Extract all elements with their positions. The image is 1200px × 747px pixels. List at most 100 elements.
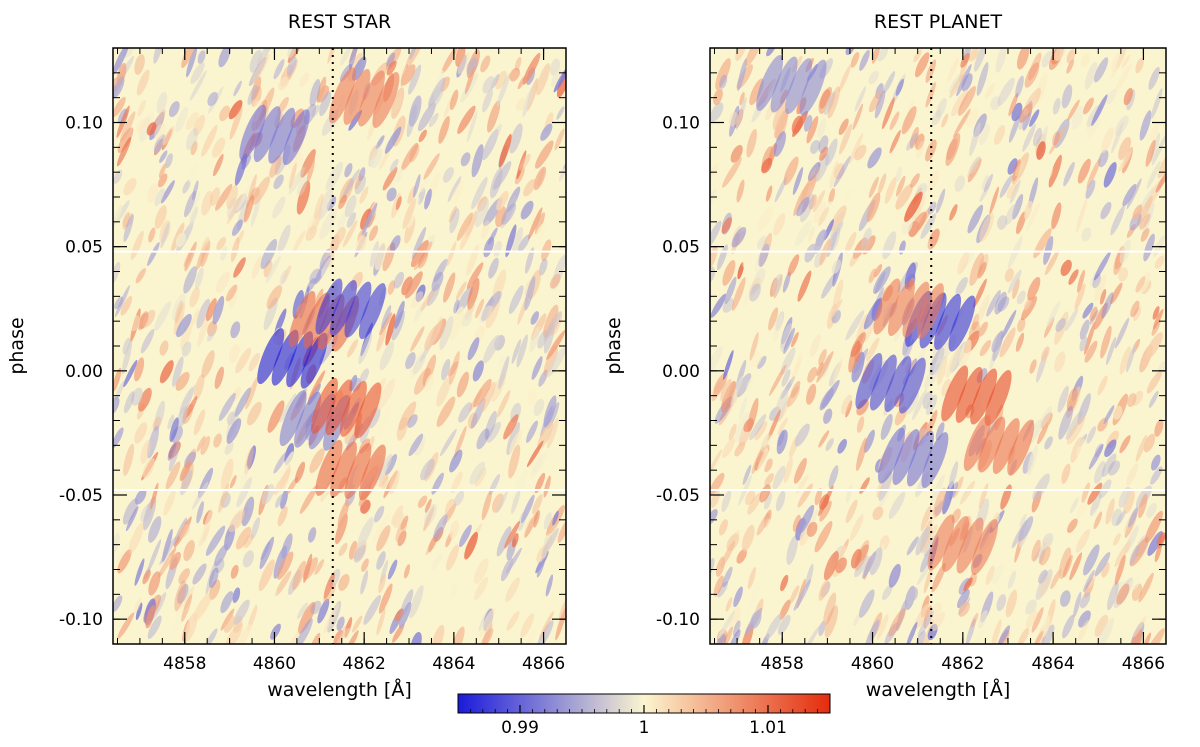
noise-blob <box>178 523 190 539</box>
noise-blob <box>915 133 925 150</box>
noise-blob <box>1148 66 1160 90</box>
noise-blob <box>1054 351 1066 373</box>
noise-blob <box>368 406 381 429</box>
noise-blob <box>173 302 185 336</box>
noise-blob <box>1128 507 1139 528</box>
noise-blob <box>832 279 844 311</box>
noise-blob <box>1113 405 1123 420</box>
noise-blob <box>250 194 261 227</box>
noise-blob <box>852 103 864 130</box>
y-tick-label: 0.10 <box>662 114 700 134</box>
noise-blob <box>789 585 800 605</box>
noise-blob <box>779 599 791 620</box>
noise-blob <box>1069 552 1083 581</box>
noise-blob <box>498 354 508 367</box>
noise-blob <box>241 496 255 527</box>
noise-blob <box>710 509 718 526</box>
noise-blob <box>162 126 175 146</box>
noise-blob <box>389 158 399 173</box>
noise-blob <box>1027 444 1038 476</box>
noise-blob <box>913 49 922 63</box>
noise-blob <box>1099 288 1107 305</box>
heatmap-feature <box>971 519 998 575</box>
noise-blob <box>471 176 488 210</box>
noise-blob <box>970 629 985 644</box>
noise-blob <box>129 314 141 332</box>
noise-blob <box>527 629 536 644</box>
noise-blob <box>854 343 863 363</box>
noise-blob <box>884 176 897 204</box>
noise-blob <box>728 423 737 441</box>
noise-blob <box>220 246 228 261</box>
noise-blob <box>1094 614 1109 637</box>
noise-blob <box>1018 516 1034 542</box>
noise-blob <box>739 91 745 106</box>
noise-blob <box>484 410 497 440</box>
noise-blob <box>798 504 815 534</box>
noise-blob <box>179 469 193 496</box>
noise-blob <box>536 63 551 96</box>
noise-blob <box>546 330 566 361</box>
noise-blob <box>382 166 398 191</box>
noise-blob <box>177 405 188 428</box>
noise-blob <box>147 615 162 639</box>
noise-blob <box>895 166 903 183</box>
noise-blob <box>807 366 817 383</box>
noise-blob <box>424 374 434 393</box>
heatmap-feature <box>855 353 883 409</box>
noise-blob <box>979 182 991 203</box>
noise-blob <box>1126 344 1136 373</box>
noise-blob <box>1146 160 1161 189</box>
y-tick-label: 0.05 <box>662 238 700 258</box>
noise-blob <box>773 213 786 236</box>
noise-blob <box>196 501 204 524</box>
noise-blob <box>906 621 918 644</box>
noise-blob <box>889 130 901 154</box>
x-tick-label: 4858 <box>163 654 206 674</box>
noise-blob <box>466 110 478 143</box>
noise-blob <box>408 95 422 127</box>
heatmap-feature <box>963 415 991 471</box>
noise-blob <box>413 241 433 271</box>
y-axis-label: phase <box>603 317 625 374</box>
noise-blob <box>851 351 865 383</box>
noise-blob <box>978 610 988 629</box>
noise-blob <box>1114 317 1130 349</box>
noise-blob <box>776 429 788 455</box>
noise-blob <box>474 198 490 228</box>
noise-blob <box>398 601 412 629</box>
noise-blob <box>1085 179 1096 199</box>
noise-blob <box>794 220 812 247</box>
noise-blob <box>1114 62 1133 94</box>
noise-blob <box>734 411 749 443</box>
noise-blob <box>288 162 297 189</box>
noise-blob <box>450 180 466 204</box>
noise-blob <box>113 76 124 105</box>
noise-blob <box>722 157 742 188</box>
noise-blob <box>730 375 743 406</box>
noise-blob <box>201 350 215 378</box>
noise-blob <box>210 512 222 529</box>
noise-blob <box>808 166 821 187</box>
noise-blob <box>473 558 489 585</box>
noise-blob <box>994 124 1006 145</box>
noise-blob <box>410 326 425 352</box>
noise-blob <box>733 586 743 608</box>
noise-blob <box>541 528 559 557</box>
noise-blob <box>346 212 357 228</box>
noise-blob <box>1070 436 1083 463</box>
noise-blob <box>522 86 534 117</box>
noise-blob <box>263 297 278 331</box>
noise-blob <box>506 611 520 631</box>
heatmap-feature <box>948 295 976 352</box>
noise-blob <box>313 193 324 220</box>
noise-blob <box>556 106 565 120</box>
noise-blob <box>192 481 209 510</box>
noise-blob <box>854 144 867 161</box>
noise-blob <box>368 225 379 242</box>
noise-blob <box>991 563 1005 584</box>
noise-blob <box>193 409 206 436</box>
noise-blob <box>449 89 459 111</box>
noise-blob <box>782 271 791 293</box>
noise-blob <box>1062 614 1075 639</box>
